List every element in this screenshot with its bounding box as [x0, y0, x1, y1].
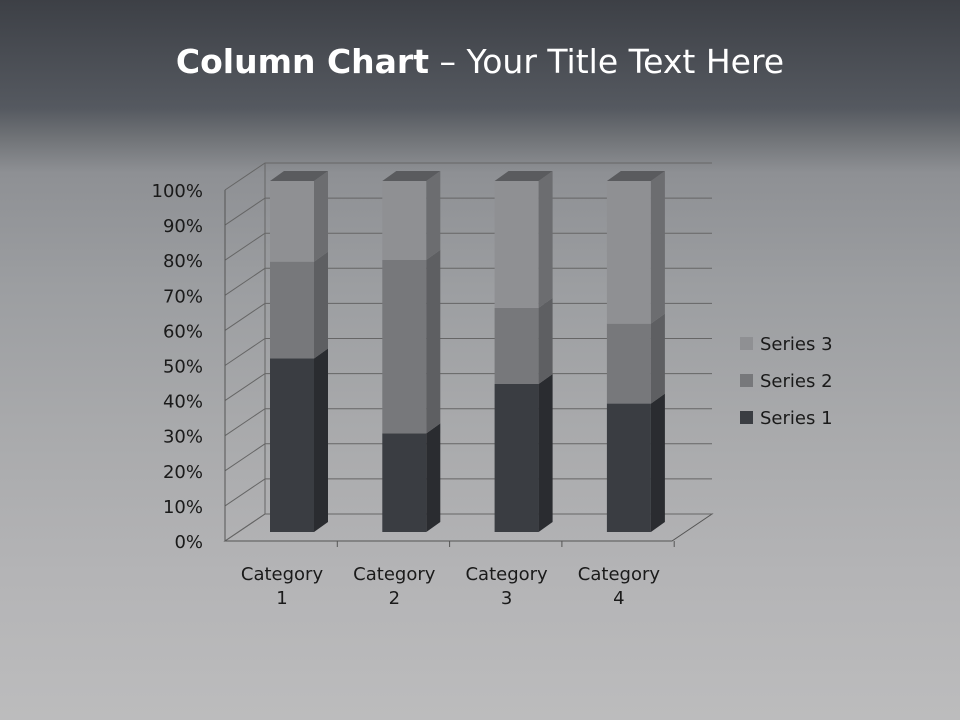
bar-side-3: [538, 171, 553, 308]
y-tick-label: 100%: [152, 181, 203, 202]
x-tick-label: Category: [578, 564, 661, 585]
x-tick-label: 2: [389, 588, 400, 609]
bar-front-2: [494, 307, 539, 384]
y-tick-label: 20%: [163, 462, 203, 483]
legend-label: Series 3: [760, 334, 833, 355]
bar-side-2: [426, 249, 441, 434]
title-bold: Column Chart: [175, 42, 429, 81]
x-tick-label: 4: [613, 588, 624, 609]
bar-side-1: [314, 348, 328, 532]
y-tick-label: 30%: [163, 427, 203, 448]
bar-side-2: [314, 251, 328, 359]
bar-front-3: [270, 181, 314, 262]
x-tick-label: Category: [241, 564, 324, 585]
bar-side-3: [314, 171, 328, 262]
legend-swatch: [740, 337, 753, 350]
bar-front-2: [606, 323, 651, 404]
bar-side-2: [650, 313, 665, 404]
bar-side-3: [650, 171, 665, 324]
y-tick-label: 10%: [163, 497, 203, 518]
bar-side-1: [538, 373, 553, 532]
bar-front-3: [494, 181, 539, 308]
bar-front-2: [270, 261, 314, 359]
bar-front-3: [382, 181, 427, 260]
y-tick-label: 80%: [163, 251, 203, 272]
bar-front-1: [270, 358, 314, 532]
bar-top: [606, 171, 665, 181]
bar-top: [382, 171, 441, 181]
y-tick-label: 70%: [163, 286, 203, 307]
bar-top: [270, 171, 328, 181]
bar-side-1: [650, 393, 665, 532]
y-tick-label: 0%: [174, 532, 203, 553]
legend-label: Series 2: [760, 371, 833, 392]
bar-front-2: [382, 259, 427, 434]
x-tick-label: Category: [353, 564, 436, 585]
y-tick-label: 50%: [163, 357, 203, 378]
bar-front-1: [606, 403, 651, 532]
y-tick-label: 60%: [163, 321, 203, 342]
x-tick-label: 1: [276, 588, 287, 609]
bar-front-1: [382, 433, 427, 532]
bar-side-3: [426, 171, 441, 260]
legend-label: Series 1: [760, 408, 833, 429]
bar-top: [494, 171, 553, 181]
x-tick-label: 3: [501, 588, 512, 609]
title-rest: – Your Title Text Here: [428, 42, 785, 81]
slide-title: Column Chart – Your Title Text Here: [0, 42, 960, 81]
bar-front-3: [606, 181, 651, 324]
y-tick-label: 40%: [163, 392, 203, 413]
bar-side-1: [426, 423, 441, 532]
bar-front-1: [494, 383, 539, 532]
y-tick-label: 90%: [163, 216, 203, 237]
legend-swatch: [740, 374, 753, 387]
legend-swatch: [740, 411, 753, 424]
x-tick-label: Category: [465, 564, 548, 585]
bar-side-2: [538, 297, 553, 384]
